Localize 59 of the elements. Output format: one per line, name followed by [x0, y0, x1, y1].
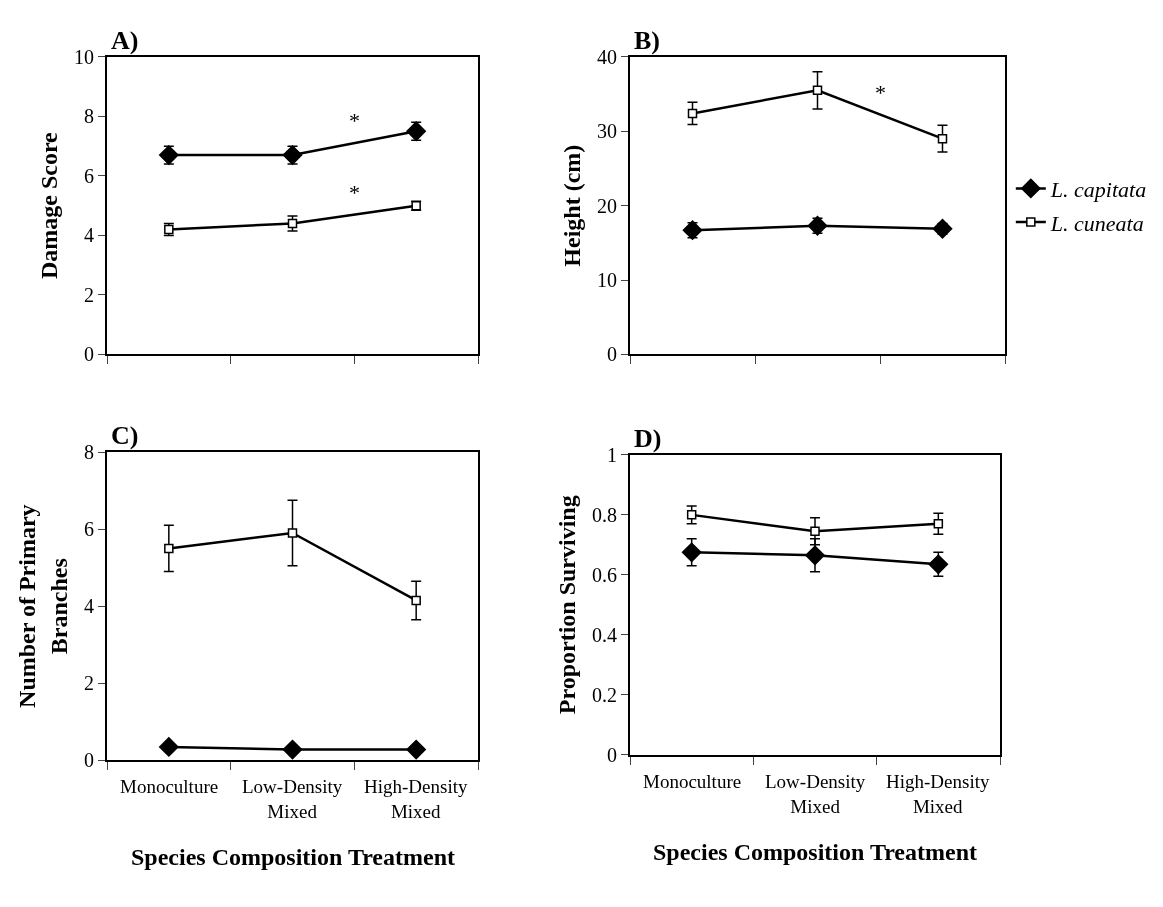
y-tick-label: 0	[84, 343, 94, 366]
annotation: *	[349, 180, 360, 205]
point	[158, 145, 179, 165]
y-tick-label: 0.6	[592, 563, 617, 586]
point	[933, 519, 944, 529]
y-tick-label: 2	[84, 672, 94, 695]
point	[810, 526, 820, 537]
point	[805, 545, 825, 566]
legend-label: L. cuneata	[1049, 210, 1144, 236]
y-axis-title: Height (cm)	[558, 144, 585, 267]
point	[287, 528, 298, 538]
y-tick-label: 8	[84, 441, 94, 464]
x-tick-label: High-Density Mixed	[364, 776, 468, 822]
y-axis-title: Proportion Surviving	[553, 495, 580, 715]
point	[937, 133, 948, 144]
y-tick-label: 6	[84, 164, 94, 187]
y-axis-title: Damage Score	[35, 131, 62, 280]
chart-title: D)	[634, 424, 662, 453]
x-tick-label: Monoculture	[120, 776, 219, 797]
point	[406, 121, 427, 142]
point	[164, 543, 174, 554]
chart-title: B)	[634, 26, 660, 55]
y-tick-label: 10	[597, 269, 617, 292]
x-tick-label: Low-Density Mixed	[242, 776, 343, 822]
y-tick-label: 1	[607, 443, 617, 466]
point	[681, 542, 702, 563]
y-tick-label: 0	[84, 749, 94, 772]
annotation: *	[349, 108, 360, 133]
point	[686, 510, 697, 520]
x-axis-title: Species Composition Treatment	[131, 844, 455, 870]
point	[411, 595, 421, 606]
point	[406, 739, 427, 760]
y-tick-label: 10	[74, 45, 94, 68]
y-tick-label: 4	[84, 224, 94, 247]
x-tick-label: Monoculture	[643, 771, 742, 792]
y-tick-label: 0.2	[592, 683, 617, 706]
y-tick-label: 6	[84, 518, 94, 541]
x-tick-label: High-Density Mixed	[886, 771, 990, 817]
y-tick-label: 40	[597, 45, 617, 68]
x-axis-title: Species Composition Treatment	[653, 839, 977, 865]
point	[812, 85, 823, 96]
y-tick-label: 0.4	[592, 623, 617, 646]
y-tick-label: 30	[597, 120, 617, 143]
y-axis-title: Number of Primary Branches	[14, 504, 72, 708]
point	[158, 737, 179, 757]
y-tick-label: 2	[84, 283, 94, 306]
y-tick-label: 20	[597, 194, 617, 217]
point	[282, 739, 303, 760]
y-tick-label: 0	[607, 743, 617, 766]
y-tick-label: 0	[607, 343, 617, 366]
annotation: *	[875, 80, 886, 105]
chart-title: A)	[111, 26, 139, 55]
y-tick-label: 0.8	[592, 503, 617, 526]
y-tick-label: 4	[84, 595, 94, 618]
y-tick-label: 8	[84, 105, 94, 128]
chart-title: C)	[111, 421, 139, 450]
x-tick-label: Low-Density Mixed	[765, 771, 866, 817]
legend-label: L. capitata	[1049, 177, 1147, 203]
point	[687, 108, 698, 119]
